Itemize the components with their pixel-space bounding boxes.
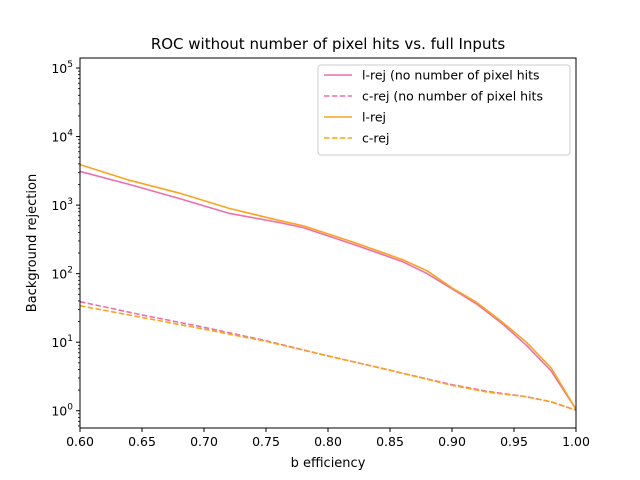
series-line-4	[79, 304, 577, 411]
y-axis-label: Background rejection	[25, 174, 40, 312]
y-tick-label: 104	[51, 129, 73, 145]
legend-frame	[317, 64, 571, 156]
legend-label: l-rej (no number of pixel hits	[362, 68, 540, 83]
series-layer	[79, 163, 577, 411]
y-tick-label: 102	[51, 266, 73, 282]
legend-label: c-rej	[362, 131, 389, 146]
x-tick-label: 0.60	[66, 434, 94, 449]
y-tick-label: 103	[51, 197, 73, 213]
x-tick-label: 0.90	[438, 434, 466, 449]
x-tick-label: 1.00	[562, 434, 590, 449]
plot-frame	[79, 57, 577, 429]
y-tick-label: 101	[51, 334, 73, 350]
legend: l-rej (no number of pixel hits c-rej (no …	[317, 64, 571, 156]
x-tick-label: 0.95	[500, 434, 528, 449]
x-tick-label: 0.75	[252, 434, 280, 449]
y-tick-label: 105	[51, 60, 73, 76]
x-tick-label: 0.65	[128, 434, 156, 449]
x-axis-label: b efficiency	[291, 456, 366, 471]
series-line-1	[79, 170, 577, 410]
x-tick-label: 0.80	[314, 434, 342, 449]
chart-title: ROC without number of pixel hits vs. ful…	[151, 35, 506, 53]
y-tick-label: 100	[51, 403, 73, 419]
legend-label: l-rej	[362, 110, 386, 125]
x-tick-label: 0.70	[190, 434, 218, 449]
x-tick-label: 0.85	[376, 434, 404, 449]
legend-label: c-rej (no number of pixel hits	[362, 89, 543, 104]
axes-layer: 0.60 0.65 0.70 0.75 0.80 0.85 0.90 0.95 1.00 100 1…	[51, 60, 590, 449]
series-line-3	[79, 163, 577, 410]
